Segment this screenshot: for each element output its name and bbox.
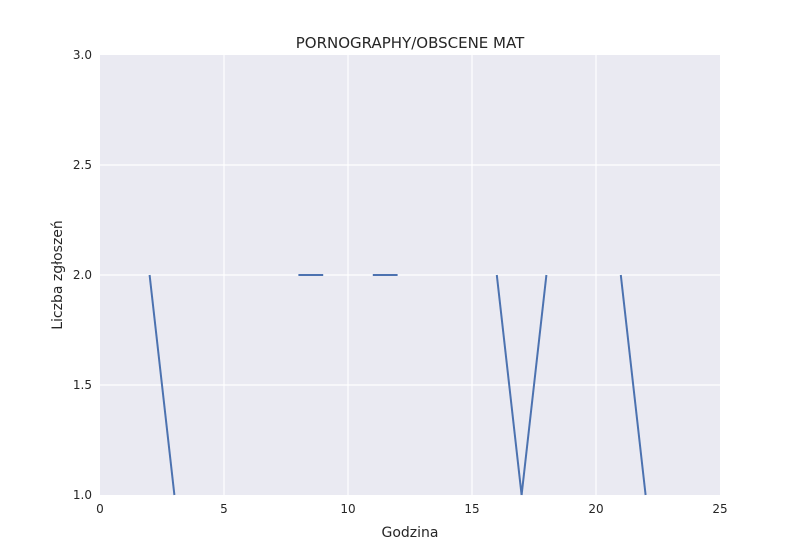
- x-axis-label: Godzina: [382, 525, 439, 541]
- x-tick-label: 10: [340, 502, 355, 516]
- y-tick-label: 1.5: [73, 378, 92, 392]
- y-tick-label: 1.0: [73, 488, 92, 502]
- series-line-segment: [148, 274, 176, 496]
- grid: [100, 55, 720, 495]
- series-line-segment: [619, 274, 647, 496]
- y-tick-label: 2.5: [73, 158, 92, 172]
- x-tick-label: 0: [96, 502, 104, 516]
- x-tick-label: 15: [464, 502, 479, 516]
- y-tick-labels: 1.0 1.5 2.0 2.5 3.0: [73, 48, 92, 502]
- series-line-segment: [520, 274, 548, 496]
- x-tick-labels: 0 5 10 15 20 25: [96, 502, 727, 516]
- series-line-segment: [495, 274, 523, 496]
- y-tick-label: 2.0: [73, 268, 92, 282]
- x-tick-label: 25: [712, 502, 727, 516]
- y-tick-label: 3.0: [73, 48, 92, 62]
- chart-title: PORNOGRAPHY/OBSCENE MAT: [296, 34, 525, 52]
- x-tick-label: 5: [220, 502, 228, 516]
- y-axis-label: Liczba zgłoszeń: [50, 220, 66, 330]
- x-tick-label: 20: [588, 502, 603, 516]
- series-layer: [148, 274, 647, 496]
